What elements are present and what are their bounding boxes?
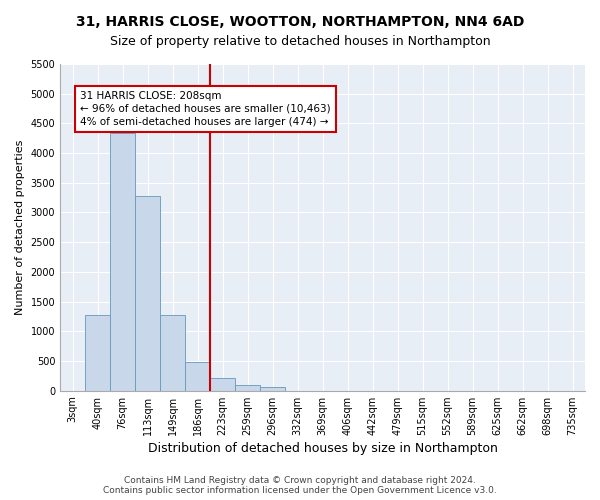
- Bar: [235, 386, 260, 390]
- Bar: [160, 314, 185, 390]
- Bar: [260, 387, 285, 390]
- Text: Contains HM Land Registry data © Crown copyright and database right 2024.
Contai: Contains HM Land Registry data © Crown c…: [103, 476, 497, 495]
- Bar: [85, 316, 110, 390]
- Bar: [110, 134, 135, 390]
- X-axis label: Distribution of detached houses by size in Northampton: Distribution of detached houses by size …: [148, 442, 497, 455]
- Text: 31, HARRIS CLOSE, WOOTTON, NORTHAMPTON, NN4 6AD: 31, HARRIS CLOSE, WOOTTON, NORTHAMPTON, …: [76, 15, 524, 29]
- Bar: [210, 378, 235, 390]
- Bar: [185, 362, 210, 390]
- Y-axis label: Number of detached properties: Number of detached properties: [15, 140, 25, 315]
- Text: 31 HARRIS CLOSE: 208sqm
← 96% of detached houses are smaller (10,463)
4% of semi: 31 HARRIS CLOSE: 208sqm ← 96% of detache…: [80, 90, 331, 127]
- Bar: [135, 196, 160, 390]
- Text: Size of property relative to detached houses in Northampton: Size of property relative to detached ho…: [110, 35, 490, 48]
